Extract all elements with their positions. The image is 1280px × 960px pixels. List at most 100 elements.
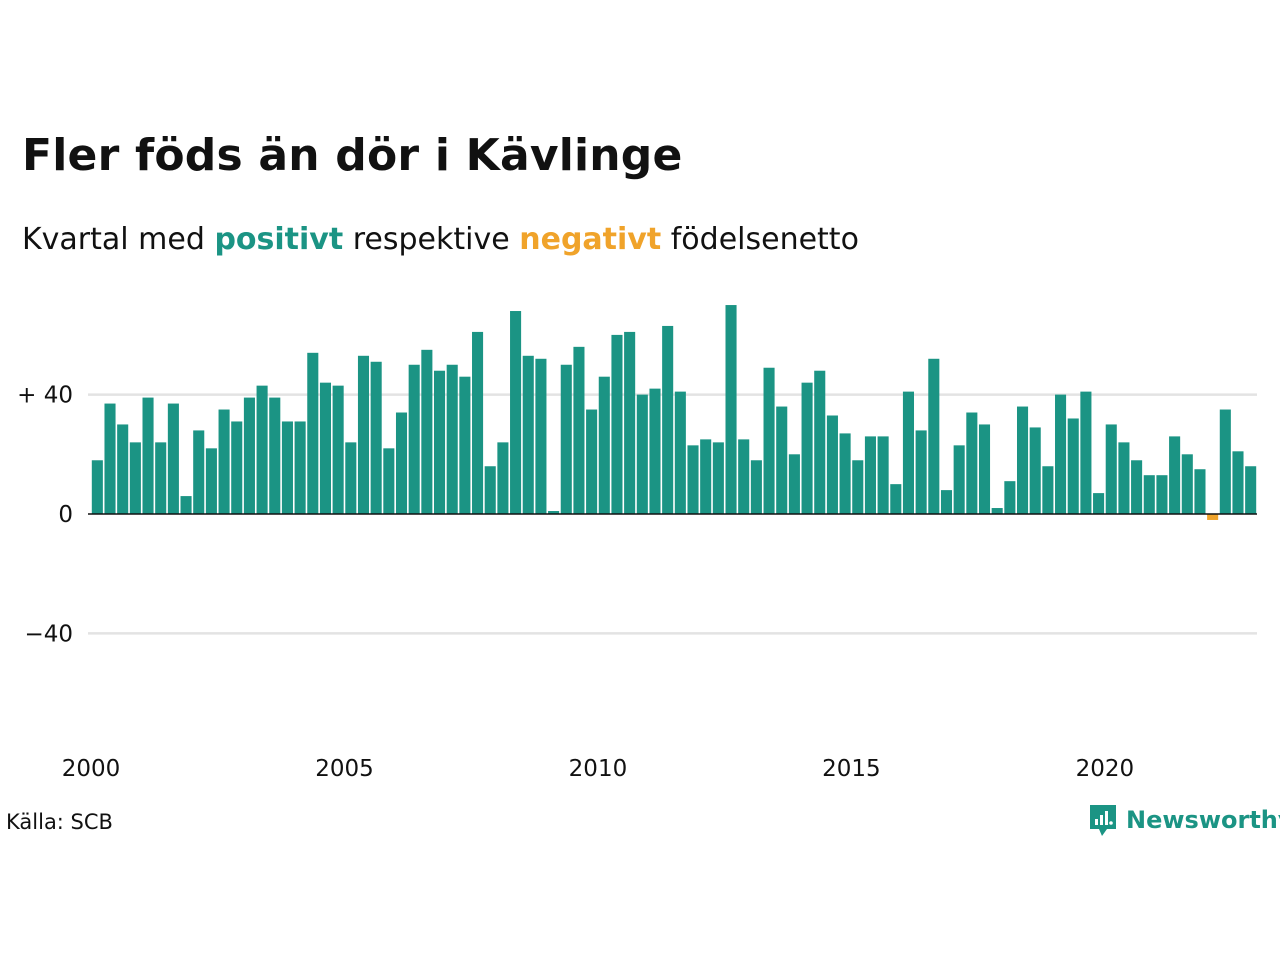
bar	[1055, 394, 1067, 514]
bar	[281, 421, 293, 514]
bar	[725, 305, 737, 514]
bar	[890, 484, 902, 514]
brand-logo: Newsworthy	[1088, 802, 1280, 838]
bar	[319, 382, 332, 514]
bar	[991, 508, 1003, 514]
bar	[750, 460, 762, 514]
bar	[624, 331, 636, 514]
bar	[484, 466, 496, 514]
bar	[193, 430, 205, 514]
bar	[231, 421, 243, 514]
chart-subtitle: Kvartal med positivt respektive negativt…	[22, 222, 859, 257]
bar	[902, 391, 915, 514]
source-note: Källa: SCB	[6, 810, 113, 834]
bar	[763, 367, 775, 514]
bar	[586, 409, 598, 514]
bar	[1118, 442, 1130, 514]
y-tick-label: + 40	[17, 383, 73, 409]
newsworthy-logo-icon	[1090, 805, 1116, 836]
bar	[142, 397, 154, 514]
bar	[1131, 460, 1143, 514]
bar	[91, 460, 103, 514]
bar	[433, 370, 446, 514]
bar	[395, 412, 408, 514]
axes: + 40 0 −40 2000 2005 2010 2015 2020	[17, 383, 1257, 782]
bar	[1156, 475, 1168, 514]
bar	[776, 406, 788, 514]
bar	[117, 424, 129, 514]
bar	[167, 403, 179, 514]
bar	[852, 460, 864, 514]
bar	[472, 331, 484, 514]
bar	[1207, 514, 1219, 520]
bar	[1093, 493, 1105, 514]
bar	[877, 436, 889, 514]
bar	[1181, 454, 1193, 514]
bar	[155, 442, 167, 514]
bar	[522, 355, 534, 514]
bar	[1067, 418, 1079, 514]
bar	[180, 496, 192, 514]
bar	[1232, 451, 1244, 514]
bar	[1105, 424, 1117, 514]
bar	[357, 355, 370, 514]
bar	[953, 445, 965, 514]
x-tick-label: 2000	[62, 756, 121, 782]
bar	[814, 370, 826, 514]
bar	[687, 445, 699, 514]
bar-chart: + 40 0 −40 2000 2005 2010 2015 2020	[17, 305, 1257, 782]
bar	[1143, 475, 1155, 514]
bar	[408, 364, 420, 514]
bar	[307, 352, 319, 514]
bar	[940, 490, 953, 514]
x-tick-label: 2020	[1076, 756, 1135, 782]
subtitle-positive: positivt	[214, 222, 344, 257]
bar	[218, 409, 230, 514]
bar	[662, 325, 674, 514]
bar	[560, 364, 572, 514]
bar	[1029, 427, 1041, 514]
subtitle-suffix: födelsenetto	[670, 222, 859, 257]
bar	[383, 448, 395, 514]
subtitle-middle: respektive	[352, 222, 510, 257]
bar	[294, 421, 306, 514]
bar	[345, 442, 357, 514]
bar	[1004, 481, 1016, 514]
bar	[636, 394, 648, 514]
x-tick-label: 2010	[569, 756, 628, 782]
bar	[788, 454, 800, 514]
bar	[1080, 391, 1092, 514]
subtitle-negative: negativt	[519, 222, 662, 257]
bars	[91, 305, 1257, 520]
bar	[104, 403, 116, 514]
bar	[978, 424, 991, 514]
bar	[1219, 409, 1231, 514]
bar	[1245, 466, 1257, 514]
bar	[864, 436, 876, 514]
bar	[1016, 406, 1029, 514]
bar	[700, 439, 712, 514]
bar	[915, 430, 927, 514]
bar	[598, 376, 610, 514]
bar	[826, 415, 838, 514]
bar	[535, 358, 547, 514]
bar	[839, 433, 851, 514]
x-tick-label: 2005	[315, 756, 374, 782]
bar	[421, 349, 433, 514]
y-tick-label: −40	[24, 621, 73, 647]
bar	[548, 511, 560, 514]
bar	[674, 391, 686, 514]
bar	[649, 388, 661, 514]
bar	[1194, 469, 1206, 514]
bar	[510, 311, 522, 514]
bar	[129, 442, 141, 514]
bar	[801, 382, 813, 514]
bar	[332, 385, 344, 514]
bar	[269, 397, 281, 514]
bar	[611, 334, 623, 514]
subtitle-prefix: Kvartal med	[22, 222, 205, 257]
brand-name: Newsworthy	[1126, 806, 1280, 834]
chart-title: Fler föds än dör i Kävlinge	[22, 130, 683, 181]
x-tick-label: 2015	[822, 756, 881, 782]
bar	[459, 376, 471, 514]
